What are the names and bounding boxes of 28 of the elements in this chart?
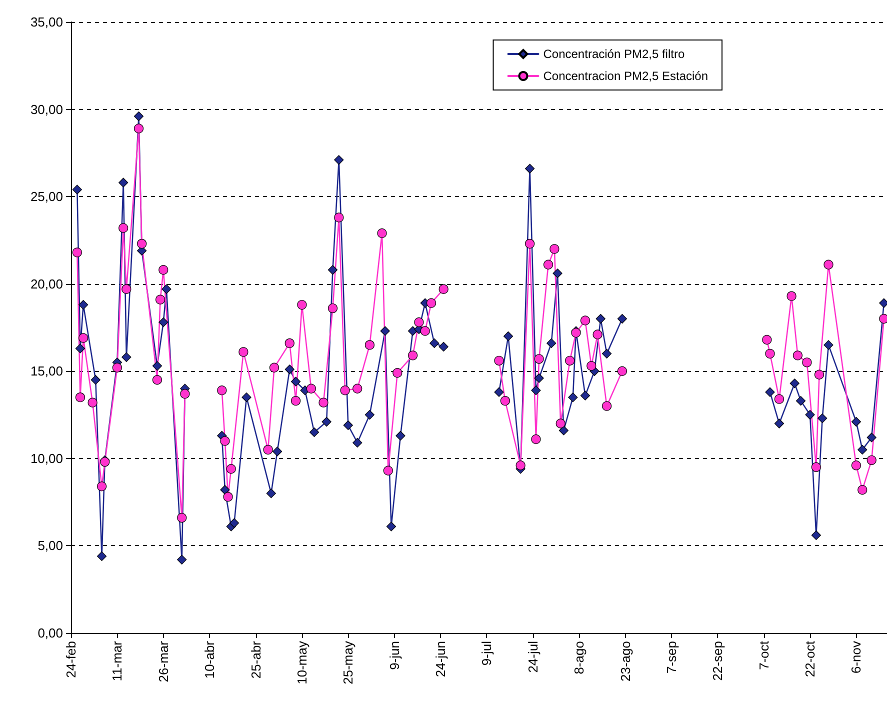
y-tick-label: 35,00 bbox=[30, 14, 63, 30]
x-tick-label: 7-sep bbox=[664, 641, 679, 674]
y-tick-label: 10,00 bbox=[30, 450, 63, 466]
x-tick-label: 7-oct bbox=[756, 640, 772, 670]
x-tick-label: 9-jul bbox=[479, 640, 494, 666]
x-tick-label: 8-ago bbox=[572, 641, 587, 674]
x-tick-label: 24-jul bbox=[525, 640, 540, 673]
x-tick-label: 22-oct bbox=[802, 640, 818, 678]
legend-label: Concentración PM2,5 filtro bbox=[543, 47, 685, 61]
x-tick-label: 9-jun bbox=[386, 641, 402, 670]
y-tick-label: 0,00 bbox=[38, 626, 63, 640]
y-tick-label: 25,00 bbox=[30, 189, 63, 204]
y-tick-label: 15,00 bbox=[30, 364, 63, 379]
x-tick-label: 10-may bbox=[294, 640, 310, 684]
x-tick-label: 22-sep bbox=[710, 641, 726, 681]
y-tick-label: 20,00 bbox=[30, 276, 63, 292]
x-tick-label: 26-mar bbox=[156, 640, 171, 682]
x-tick-label: 6-nov bbox=[848, 640, 864, 674]
legend-label: Concentracion PM2,5 Estación bbox=[543, 69, 708, 83]
x-tick-label: 23-ago bbox=[618, 641, 633, 682]
x-tick-label: 24-feb bbox=[64, 641, 78, 678]
y-tick-label: 5,00 bbox=[38, 538, 63, 554]
x-tick-label: 25-may bbox=[340, 640, 356, 684]
x-tick-label: 25-abr bbox=[248, 640, 264, 679]
x-tick-label: 10-abr bbox=[202, 640, 218, 679]
x-tick-label: 11-mar bbox=[110, 640, 125, 682]
y-tick-label: 30,00 bbox=[30, 102, 63, 117]
x-tick-label: 24-jun bbox=[433, 641, 448, 678]
